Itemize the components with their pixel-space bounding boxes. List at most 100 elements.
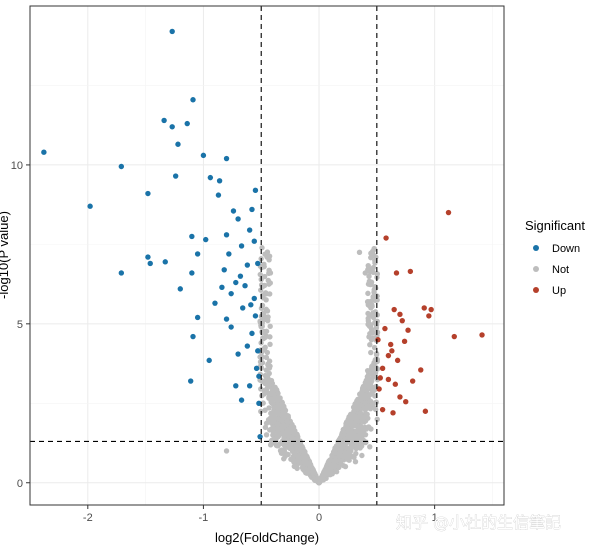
point-up [393, 270, 400, 276]
point-not [264, 315, 270, 321]
point-not [367, 444, 373, 450]
point-not [353, 450, 359, 457]
point-down [255, 260, 261, 267]
point-down [252, 313, 259, 319]
point-not [270, 429, 277, 435]
point-up [385, 352, 392, 359]
point-not [333, 458, 340, 464]
point-not [267, 378, 274, 385]
point-not [370, 387, 377, 394]
point-up [422, 408, 429, 414]
point-not [370, 252, 376, 258]
point-not [370, 269, 376, 276]
threshold-lines [30, 6, 504, 505]
y-tick-label: 0 [17, 478, 23, 490]
point-not [338, 438, 344, 444]
point-not [279, 417, 285, 424]
point-not [372, 393, 378, 399]
point-down [226, 251, 232, 257]
point-not [223, 448, 230, 454]
point-not [306, 461, 312, 467]
point-up [379, 406, 386, 413]
x-tick-label: -2 [83, 512, 93, 524]
legend: Significant Down Not Up [525, 218, 585, 297]
point-not [374, 297, 380, 303]
point-not [267, 280, 273, 286]
legend-label-down: Down [552, 243, 580, 255]
point-down [145, 190, 151, 197]
point-down [162, 259, 168, 265]
point-not [356, 249, 363, 256]
point-up [445, 209, 452, 216]
point-down [257, 433, 263, 440]
point-not [266, 391, 273, 397]
point-up [399, 317, 405, 324]
point-down [255, 348, 261, 354]
point-not [257, 359, 264, 365]
point-down [240, 305, 246, 311]
point-not [265, 362, 271, 368]
point-down [200, 152, 207, 159]
point-not [311, 470, 318, 477]
point-not [364, 374, 371, 380]
point-down [172, 173, 179, 179]
point-down [147, 260, 153, 267]
point-not [371, 344, 378, 351]
point-not [340, 462, 347, 469]
point-not [259, 245, 265, 251]
point-not [279, 447, 285, 453]
point-not [359, 452, 365, 459]
point-up [390, 410, 396, 416]
point-down [242, 282, 248, 289]
point-not [369, 303, 375, 309]
point-not [373, 325, 380, 331]
panel-border [29, 5, 505, 506]
point-not [261, 282, 268, 289]
point-not [285, 426, 292, 433]
point-not [368, 280, 374, 287]
point-not [349, 453, 355, 459]
point-not [374, 416, 380, 423]
point-not [333, 469, 340, 475]
point-down [228, 290, 234, 297]
point-down [118, 270, 125, 276]
y-axis-title: -log10(P value) [0, 211, 11, 299]
point-down [212, 300, 218, 306]
point-down [223, 232, 230, 238]
point-down [244, 343, 251, 349]
point-not [313, 476, 320, 482]
point-not [264, 254, 270, 260]
point-down [256, 373, 262, 379]
point-not [359, 417, 365, 424]
point-not [262, 344, 268, 351]
point-up [451, 333, 457, 340]
point-not [369, 375, 375, 382]
point-not [332, 445, 338, 451]
point-not [258, 305, 265, 311]
point-not [326, 458, 332, 464]
point-not [354, 433, 360, 439]
point-not [332, 450, 338, 456]
point-down [215, 192, 222, 198]
point-down [233, 279, 239, 286]
point-up [401, 338, 408, 345]
point-down [244, 262, 251, 268]
point-not [262, 334, 269, 340]
point-up [379, 365, 386, 372]
point-down [169, 28, 175, 35]
point-not [365, 290, 371, 297]
point-not [371, 246, 378, 252]
point-not [344, 456, 351, 462]
point-not [258, 287, 264, 293]
point-not [263, 432, 270, 438]
point-down [256, 400, 262, 406]
point-not [363, 426, 369, 432]
point-down [219, 284, 225, 290]
point-up [421, 305, 427, 311]
point-down [249, 330, 255, 337]
legend-label-not: Not [552, 264, 569, 276]
point-not [260, 310, 267, 316]
point-not [365, 404, 371, 411]
point-not [287, 442, 294, 448]
